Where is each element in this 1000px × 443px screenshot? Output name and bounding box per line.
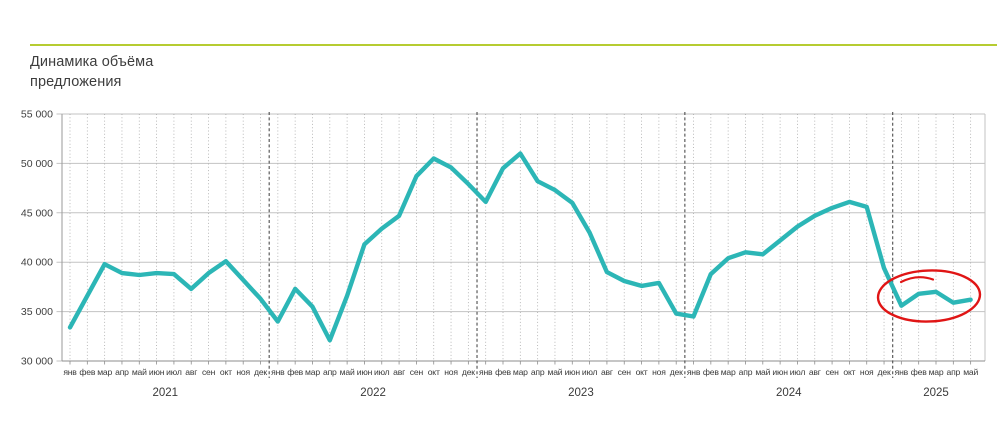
year-label: 2022 xyxy=(360,387,386,399)
month-label: июн xyxy=(149,367,165,377)
year-label: 2023 xyxy=(568,387,594,399)
month-label: июл xyxy=(166,367,182,377)
month-label: июн xyxy=(565,367,581,377)
chart-title-line2: предложения xyxy=(30,73,122,90)
year-label: 2021 xyxy=(152,387,178,399)
month-label: июн xyxy=(772,367,788,377)
month-label: апр xyxy=(947,367,961,377)
y-axis-tick-label: 55 000 xyxy=(21,109,53,121)
month-label: май xyxy=(548,367,563,377)
y-axis-tick-label: 50 000 xyxy=(21,158,53,170)
year-label: 2024 xyxy=(776,387,802,399)
month-label: сен xyxy=(202,367,216,377)
month-label: ноя xyxy=(860,367,874,377)
month-label: авг xyxy=(393,367,405,377)
annotation-ellipse-overlap-stroke xyxy=(899,275,935,284)
month-label: июн xyxy=(357,367,373,377)
chart-title: Динамика объёма предложения xyxy=(30,53,153,92)
month-label: май xyxy=(340,367,355,377)
month-label: дек xyxy=(254,367,267,377)
supply-volume-line xyxy=(67,151,973,343)
chart-title-line1: Динамика объёма xyxy=(30,54,154,70)
month-label: июл xyxy=(582,367,598,377)
month-label: май xyxy=(755,367,770,377)
month-label: апр xyxy=(323,367,337,377)
month-label: янв xyxy=(63,367,77,377)
month-label: июл xyxy=(790,367,806,377)
month-label: апр xyxy=(115,367,129,377)
month-label: апр xyxy=(531,367,545,377)
month-label: ноя xyxy=(652,367,666,377)
year-label: 2025 xyxy=(923,387,949,399)
month-label: янв xyxy=(895,367,909,377)
y-axis-tick-label: 45 000 xyxy=(21,207,53,219)
month-label: окт xyxy=(843,367,855,377)
month-label: авг xyxy=(809,367,821,377)
month-label: июл xyxy=(374,367,390,377)
month-label: ноя xyxy=(236,367,250,377)
month-label: янв xyxy=(479,367,493,377)
y-axis-tick-label: 30 000 xyxy=(21,356,53,368)
month-label: фев xyxy=(703,367,719,377)
month-label: дек xyxy=(670,367,683,377)
month-label: мар xyxy=(929,367,944,377)
month-label: сен xyxy=(618,367,632,377)
month-label: апр xyxy=(739,367,753,377)
month-label: окт xyxy=(220,367,232,377)
month-label: окт xyxy=(428,367,440,377)
month-label: май xyxy=(132,367,147,377)
month-label: авг xyxy=(601,367,613,377)
month-label: янв xyxy=(687,367,701,377)
month-label: сен xyxy=(410,367,424,377)
annotation-ellipse xyxy=(876,269,982,323)
y-axis-tick-label: 40 000 xyxy=(21,257,53,269)
month-label: фев xyxy=(79,367,95,377)
y-axis-tick-label: 35 000 xyxy=(21,306,53,318)
month-label: мар xyxy=(721,367,736,377)
month-label: окт xyxy=(636,367,648,377)
month-label: авг xyxy=(185,367,197,377)
month-label: фев xyxy=(287,367,303,377)
month-label: мар xyxy=(513,367,528,377)
month-label: ноя xyxy=(444,367,458,377)
month-label: янв xyxy=(271,367,285,377)
month-label: фев xyxy=(911,367,927,377)
accent-rule xyxy=(30,44,997,46)
month-label: дек xyxy=(462,367,475,377)
month-label: фев xyxy=(495,367,511,377)
month-label: сен xyxy=(825,367,839,377)
month-label: мар xyxy=(305,367,320,377)
month-label: дек xyxy=(878,367,891,377)
month-label: мар xyxy=(97,367,112,377)
month-label: май xyxy=(963,367,978,377)
